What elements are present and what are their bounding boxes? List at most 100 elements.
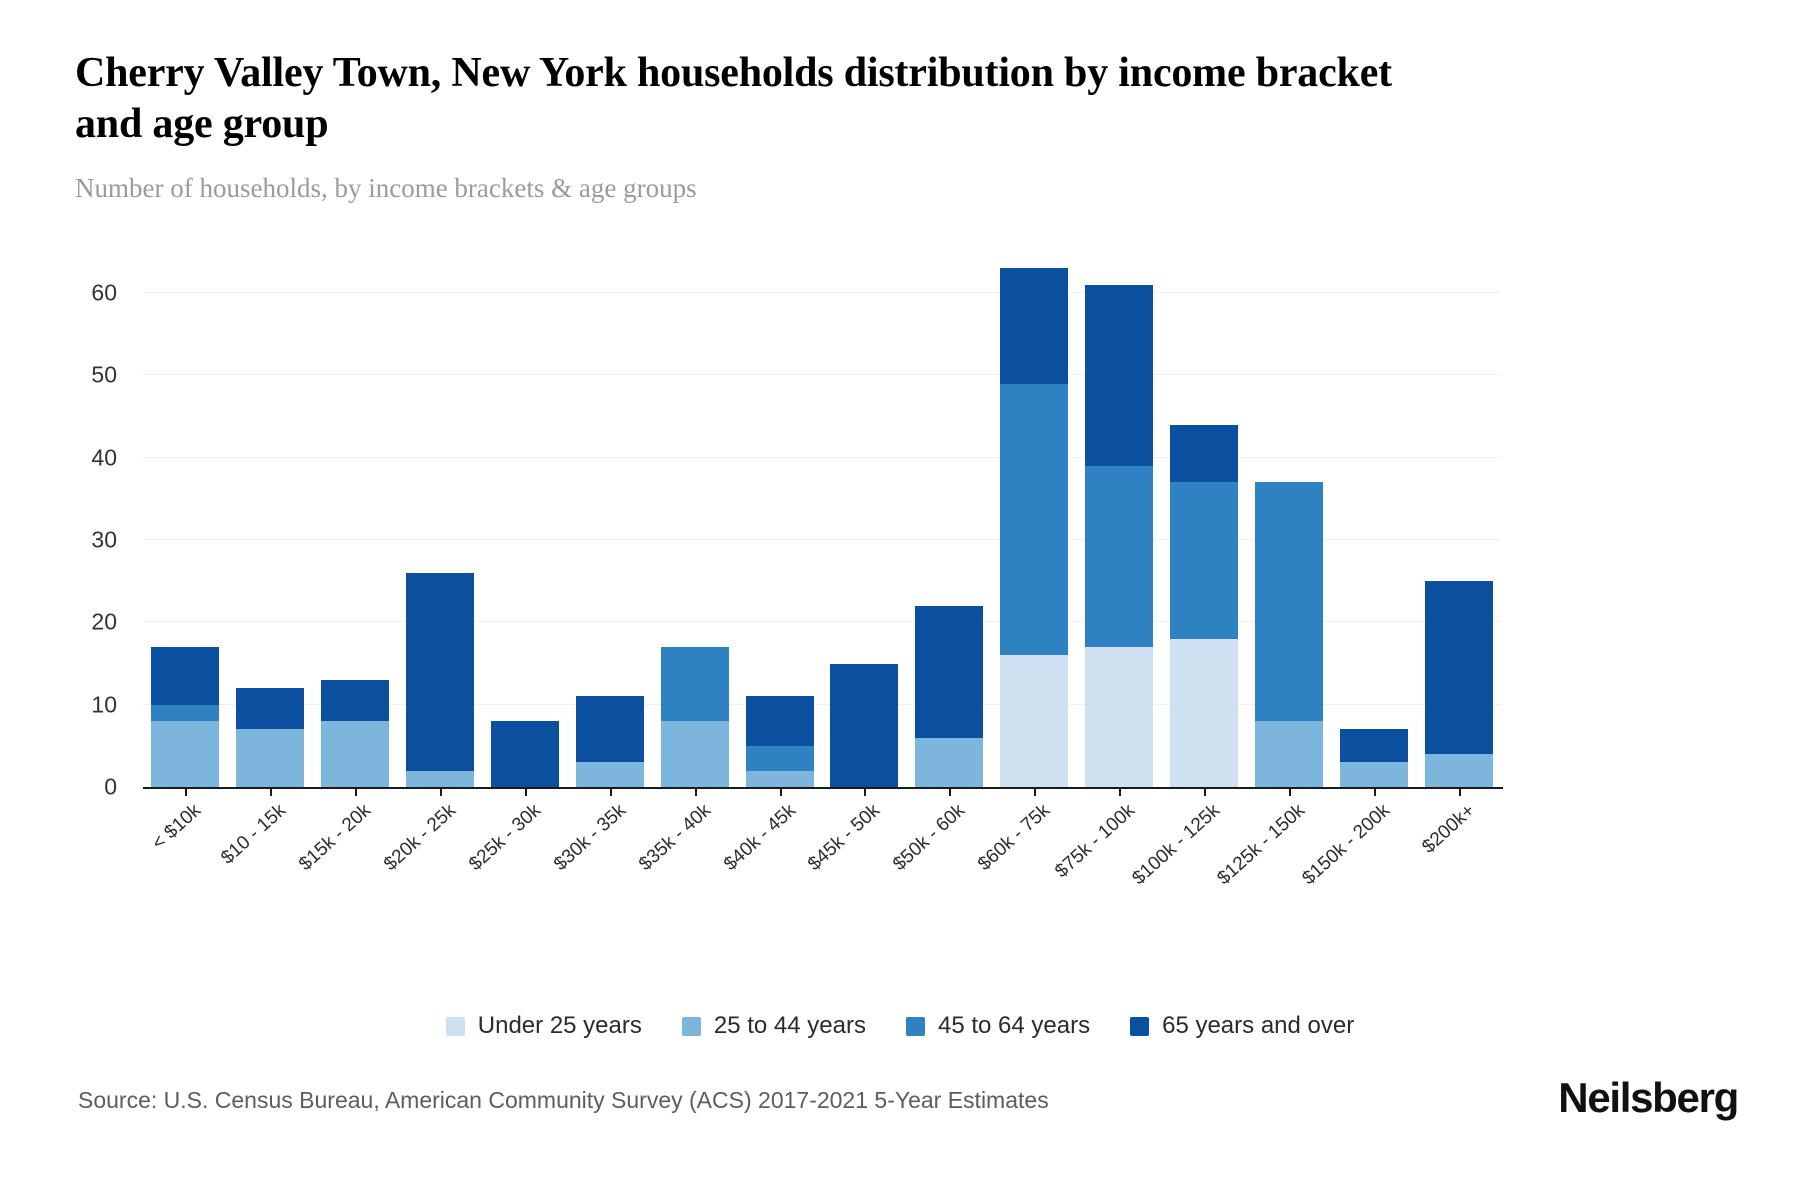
bar-segment[interactable] xyxy=(1254,482,1323,722)
bar-series-group xyxy=(143,252,1501,787)
x-axis-tick xyxy=(524,787,527,796)
y-axis-tick-label: 10 xyxy=(91,691,117,718)
y-axis-labels: 0 10 20 30 40 50 60 xyxy=(0,252,135,800)
bar-segment[interactable] xyxy=(321,680,390,722)
bar-segment[interactable] xyxy=(1085,466,1153,648)
y-axis-tick-label: 30 xyxy=(91,526,117,553)
legend-swatch-icon xyxy=(445,1016,465,1036)
bar-stack[interactable] xyxy=(1424,252,1493,787)
bar-segment[interactable] xyxy=(151,704,220,722)
bar-segment[interactable] xyxy=(236,688,305,730)
x-axis-tick xyxy=(949,787,952,796)
legend-swatch-icon xyxy=(1130,1016,1150,1036)
bar-segment[interactable] xyxy=(660,647,729,722)
bar-segment[interactable] xyxy=(575,696,644,763)
bar-stack[interactable] xyxy=(1254,252,1323,787)
x-axis-tick xyxy=(609,787,612,796)
bar-segment[interactable] xyxy=(1169,482,1238,639)
bar-stack[interactable] xyxy=(915,252,984,787)
bar-stack[interactable] xyxy=(830,252,899,787)
x-axis-tick xyxy=(779,787,782,796)
x-axis-ticks xyxy=(143,787,1501,797)
bar-segment[interactable] xyxy=(1424,581,1493,755)
bar-segment[interactable] xyxy=(151,721,220,787)
bar-segment[interactable] xyxy=(1424,754,1493,787)
bar-stack[interactable] xyxy=(321,252,390,787)
x-axis-tick xyxy=(440,787,443,796)
legend-label: 45 to 64 years xyxy=(937,1012,1091,1039)
bar-stack[interactable] xyxy=(490,252,559,787)
legend-swatch-icon xyxy=(905,1016,925,1036)
bar-segment[interactable] xyxy=(660,721,729,787)
gridline xyxy=(143,374,1501,376)
legend-label: 25 to 44 years xyxy=(713,1012,866,1039)
y-axis-tick-label: 0 xyxy=(104,773,117,800)
x-axis-tick xyxy=(1458,787,1461,796)
bar-stack[interactable] xyxy=(151,252,220,787)
bar-segment[interactable] xyxy=(915,737,984,787)
bar-stack[interactable] xyxy=(1085,252,1153,787)
legend-item[interactable]: 45 to 64 years xyxy=(905,1012,1091,1040)
bar-segment[interactable] xyxy=(830,663,899,787)
bar-segment[interactable] xyxy=(745,745,814,771)
x-axis-tick xyxy=(355,787,358,796)
bar-stack[interactable] xyxy=(1000,252,1069,787)
bar-stack[interactable] xyxy=(406,252,474,787)
bar-segment[interactable] xyxy=(406,573,474,771)
bar-segment[interactable] xyxy=(490,721,559,787)
bar-segment[interactable] xyxy=(321,721,390,787)
brand-logo: Neilsberg xyxy=(1558,1074,1739,1121)
bar-segment[interactable] xyxy=(1169,638,1238,787)
legend-item[interactable]: Under 25 years xyxy=(445,1012,642,1040)
bar-segment[interactable] xyxy=(915,605,984,738)
bar-segment[interactable] xyxy=(406,770,474,787)
bar-segment[interactable] xyxy=(1000,655,1069,787)
bar-segment[interactable] xyxy=(1085,647,1153,787)
gridline xyxy=(143,621,1501,623)
bar-segment[interactable] xyxy=(745,770,814,787)
plot-area xyxy=(143,252,1501,787)
bar-segment[interactable] xyxy=(575,762,644,787)
bar-segment[interactable] xyxy=(151,647,220,705)
y-axis-tick-label: 60 xyxy=(91,279,117,306)
gridline xyxy=(143,292,1501,294)
bar-segment[interactable] xyxy=(1085,284,1153,466)
bar-segment[interactable] xyxy=(745,696,814,746)
bar-stack[interactable] xyxy=(1169,252,1238,787)
page-title: Cherry Valley Town, New York households … xyxy=(75,50,1392,148)
bar-segment[interactable] xyxy=(236,729,305,787)
bar-stack[interactable] xyxy=(236,252,305,787)
legend-swatch-icon xyxy=(681,1016,701,1036)
bar-segment[interactable] xyxy=(1000,268,1069,384)
x-axis-line xyxy=(143,787,1503,789)
page-subtitle: Number of households, by income brackets… xyxy=(75,173,697,203)
gridlines xyxy=(143,252,1501,787)
bar-segment[interactable] xyxy=(1339,762,1408,787)
legend-item[interactable]: 65 years and over xyxy=(1130,1012,1354,1040)
y-axis-tick-label: 20 xyxy=(91,608,117,635)
bar-stack[interactable] xyxy=(660,252,729,787)
bar-stack[interactable] xyxy=(575,252,644,787)
gridline xyxy=(143,456,1501,458)
x-axis-tick xyxy=(1373,787,1376,796)
bar-segment[interactable] xyxy=(1254,721,1323,787)
x-axis-labels: < $10k $10 - 15k $15k - 20k $20k - 25k $25k … xyxy=(143,800,1501,920)
gridline xyxy=(143,703,1501,705)
x-axis-tick xyxy=(1203,787,1206,796)
x-axis-tick xyxy=(185,787,188,796)
bar-stack[interactable] xyxy=(745,252,814,787)
x-axis-tick xyxy=(1119,787,1122,796)
bar-segment[interactable] xyxy=(1169,424,1238,483)
x-axis-tick xyxy=(694,787,697,796)
legend-item[interactable]: 25 to 44 years xyxy=(681,1012,866,1040)
y-axis-tick-label: 50 xyxy=(91,361,117,388)
x-axis-tick xyxy=(1288,787,1291,796)
x-axis-tick xyxy=(270,787,273,796)
gridline xyxy=(143,539,1501,541)
x-axis-tick xyxy=(864,787,867,796)
bar-stack[interactable] xyxy=(1339,252,1408,787)
x-axis-tick xyxy=(1034,787,1037,796)
bar-segment[interactable] xyxy=(1339,729,1408,763)
bar-segment[interactable] xyxy=(1000,383,1069,656)
